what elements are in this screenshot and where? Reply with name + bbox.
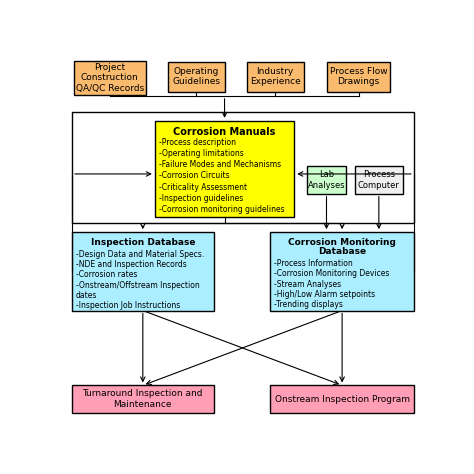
- Text: Industry
Experience: Industry Experience: [250, 67, 301, 86]
- Text: -Corrosion Monitoring Devices: -Corrosion Monitoring Devices: [274, 269, 390, 278]
- Text: Database: Database: [318, 247, 366, 256]
- Text: Turnaround Inspection and
Maintenance: Turnaround Inspection and Maintenance: [82, 389, 203, 409]
- Bar: [271, 385, 414, 413]
- Bar: [355, 166, 403, 194]
- Text: -Corrosion Circuits: -Corrosion Circuits: [159, 172, 230, 181]
- Text: -Corrosion monitoring guidelines: -Corrosion monitoring guidelines: [159, 205, 285, 214]
- Text: -High/Low Alarm setpoints: -High/Low Alarm setpoints: [274, 290, 375, 299]
- Text: -Design Data and Material Specs.: -Design Data and Material Specs.: [76, 250, 204, 259]
- Text: Corrosion Manuals: Corrosion Manuals: [173, 128, 276, 137]
- Text: -Inspection guidelines: -Inspection guidelines: [159, 194, 244, 203]
- Text: -Operating limitations: -Operating limitations: [159, 149, 244, 158]
- Text: -Process Information: -Process Information: [274, 259, 353, 268]
- Bar: [328, 62, 390, 91]
- Bar: [74, 61, 146, 95]
- Text: -Stream Analyses: -Stream Analyses: [274, 280, 341, 289]
- Bar: [72, 111, 414, 223]
- Text: -Inspection Job Instructions: -Inspection Job Instructions: [76, 301, 180, 310]
- Text: Lab
Analyses: Lab Analyses: [308, 170, 346, 190]
- Text: -Failure Modes and Mechanisms: -Failure Modes and Mechanisms: [159, 160, 281, 169]
- Bar: [307, 166, 346, 194]
- Text: -Process description: -Process description: [159, 137, 236, 146]
- Bar: [72, 385, 213, 413]
- Text: -Trending displays: -Trending displays: [274, 300, 343, 309]
- Text: Process Flow
Drawings: Process Flow Drawings: [330, 67, 387, 86]
- Text: -NDE and Inspection Records: -NDE and Inspection Records: [76, 260, 187, 269]
- Text: -Criticality Assessment: -Criticality Assessment: [159, 183, 247, 192]
- Text: -Corrosion rates: -Corrosion rates: [76, 270, 137, 279]
- Bar: [168, 62, 225, 91]
- Text: Process
Computer: Process Computer: [358, 170, 400, 190]
- Bar: [72, 232, 213, 310]
- Text: Onstream Inspection Program: Onstream Inspection Program: [274, 394, 410, 403]
- Text: -Onstream/Offstream Inspection: -Onstream/Offstream Inspection: [76, 281, 200, 290]
- Text: Inspection Database: Inspection Database: [91, 238, 195, 247]
- Text: Operating
Guidelines: Operating Guidelines: [172, 67, 220, 86]
- Bar: [246, 62, 303, 91]
- Text: Corrosion Monitoring: Corrosion Monitoring: [288, 238, 396, 247]
- Text: Project
Construction
QA/QC Records: Project Construction QA/QC Records: [76, 63, 144, 93]
- Bar: [155, 121, 294, 218]
- Bar: [271, 232, 414, 310]
- Text: dates: dates: [76, 291, 97, 300]
